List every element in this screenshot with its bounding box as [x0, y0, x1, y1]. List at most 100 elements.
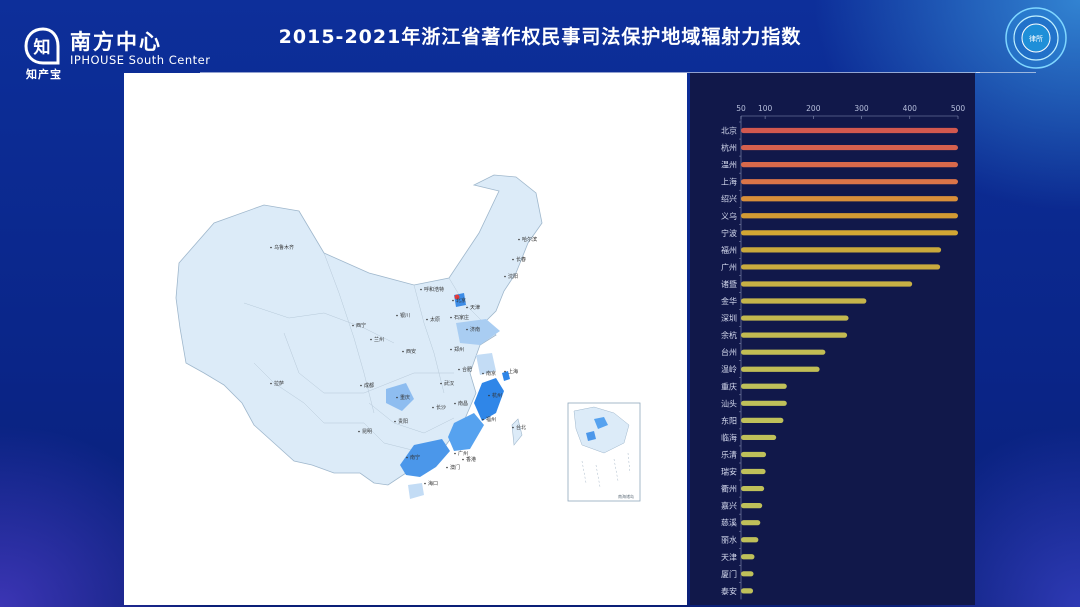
city-label: 郑州	[454, 346, 464, 353]
y-tick-label: 丽水	[721, 535, 737, 545]
city-dot	[518, 238, 520, 241]
logo-glyph: 知	[33, 37, 51, 58]
header-divider-right	[976, 72, 1036, 73]
bar	[741, 298, 867, 304]
region-jiangsu	[476, 353, 496, 375]
y-tick-label: 金华	[721, 296, 737, 306]
bar	[741, 213, 958, 219]
city-dot	[394, 420, 396, 423]
bar	[741, 196, 958, 202]
badge-icon: 律所	[1005, 7, 1067, 69]
city-dot	[482, 372, 484, 375]
city-dot	[450, 348, 452, 351]
city-dot	[420, 288, 422, 291]
city-dot	[504, 275, 506, 278]
bar	[741, 451, 767, 458]
bar	[741, 383, 787, 389]
city-dot	[360, 384, 362, 387]
x-tick-label: 500	[951, 104, 966, 113]
beijing-marker	[454, 294, 460, 300]
city-dot	[432, 406, 434, 409]
city-label: 重庆	[400, 394, 410, 401]
city-label: 合肥	[462, 366, 472, 373]
city-dot	[406, 456, 408, 459]
y-tick-label: 东阳	[721, 415, 737, 425]
city-label: 南京	[486, 370, 496, 377]
y-tick-label: 台州	[721, 347, 737, 357]
city-dot	[270, 246, 272, 249]
city-dot	[504, 370, 506, 373]
city-dot	[370, 338, 372, 341]
city-dot	[454, 452, 456, 455]
city-label: 沈阳	[508, 273, 518, 280]
city-label: 哈尔滨	[522, 236, 537, 243]
city-label: 兰州	[374, 336, 384, 343]
bar	[741, 264, 941, 270]
bar	[741, 537, 759, 543]
city-label: 成都	[364, 382, 374, 389]
city-dot	[352, 324, 354, 327]
city-dot	[402, 350, 404, 353]
bar	[741, 554, 755, 560]
y-tick-label: 泰安	[721, 586, 737, 596]
city-dot	[466, 306, 468, 309]
city-label: 西宁	[356, 322, 366, 329]
y-tick-label: 汕头	[721, 398, 737, 408]
city-dot	[358, 430, 360, 433]
y-tick-label: 上海	[721, 177, 737, 187]
city-label: 香港	[466, 456, 476, 463]
y-tick-label: 温岭	[721, 364, 737, 374]
city-label: 上海	[508, 368, 518, 375]
city-label: 天津	[470, 304, 480, 311]
city-dot	[426, 318, 428, 321]
city-label: 石家庄	[454, 314, 469, 321]
bar	[741, 468, 766, 475]
city-dot	[396, 314, 398, 317]
bar	[741, 162, 958, 168]
city-label: 福州	[486, 416, 496, 423]
city-label: 银川	[400, 312, 410, 319]
x-tick-label: 300	[854, 104, 869, 113]
bar	[741, 520, 761, 526]
bar	[741, 247, 942, 253]
x-tick-label: 200	[806, 104, 821, 113]
x-tick-label: 50	[736, 104, 746, 113]
city-dot	[454, 402, 456, 405]
y-tick-label: 余杭	[721, 330, 737, 340]
y-tick-label: 瑞安	[721, 467, 737, 477]
y-tick-label: 厦门	[721, 569, 737, 579]
city-dot	[450, 316, 452, 319]
brand-name-cn: 南方中心	[70, 30, 162, 54]
y-tick-label: 北京	[721, 126, 737, 136]
city-dot	[458, 368, 460, 371]
bar	[741, 588, 754, 594]
city-label: 呼和浩特	[424, 286, 444, 293]
city-dot	[462, 458, 464, 461]
y-tick-label: 乐清	[721, 449, 737, 459]
logo-subtitle: 知产宝	[26, 68, 62, 81]
city-dot	[512, 426, 514, 429]
bar	[741, 417, 784, 423]
y-tick-label: 广州	[721, 262, 737, 272]
city-label: 杭州	[492, 392, 502, 399]
city-label: 长沙	[436, 404, 446, 411]
city-dot	[270, 382, 272, 385]
city-dot	[466, 328, 468, 331]
city-dot	[446, 466, 448, 469]
city-dot	[424, 482, 426, 485]
city-label: 拉萨	[274, 380, 284, 387]
city-label: 昆明	[362, 429, 372, 435]
region-taiwan	[511, 418, 523, 446]
bar	[741, 127, 958, 134]
city-label: 太原	[430, 316, 440, 323]
bar	[741, 179, 958, 185]
region-zhejiang	[474, 378, 504, 421]
region-guangdong	[400, 439, 450, 477]
y-tick-label: 绍兴	[721, 194, 737, 204]
logo-icon: 知	[24, 27, 60, 65]
y-tick-label: 诸暨	[721, 280, 737, 289]
city-label: 武汉	[444, 380, 454, 387]
inset-label: 南海诸岛	[618, 493, 634, 499]
city-dot	[482, 418, 484, 421]
